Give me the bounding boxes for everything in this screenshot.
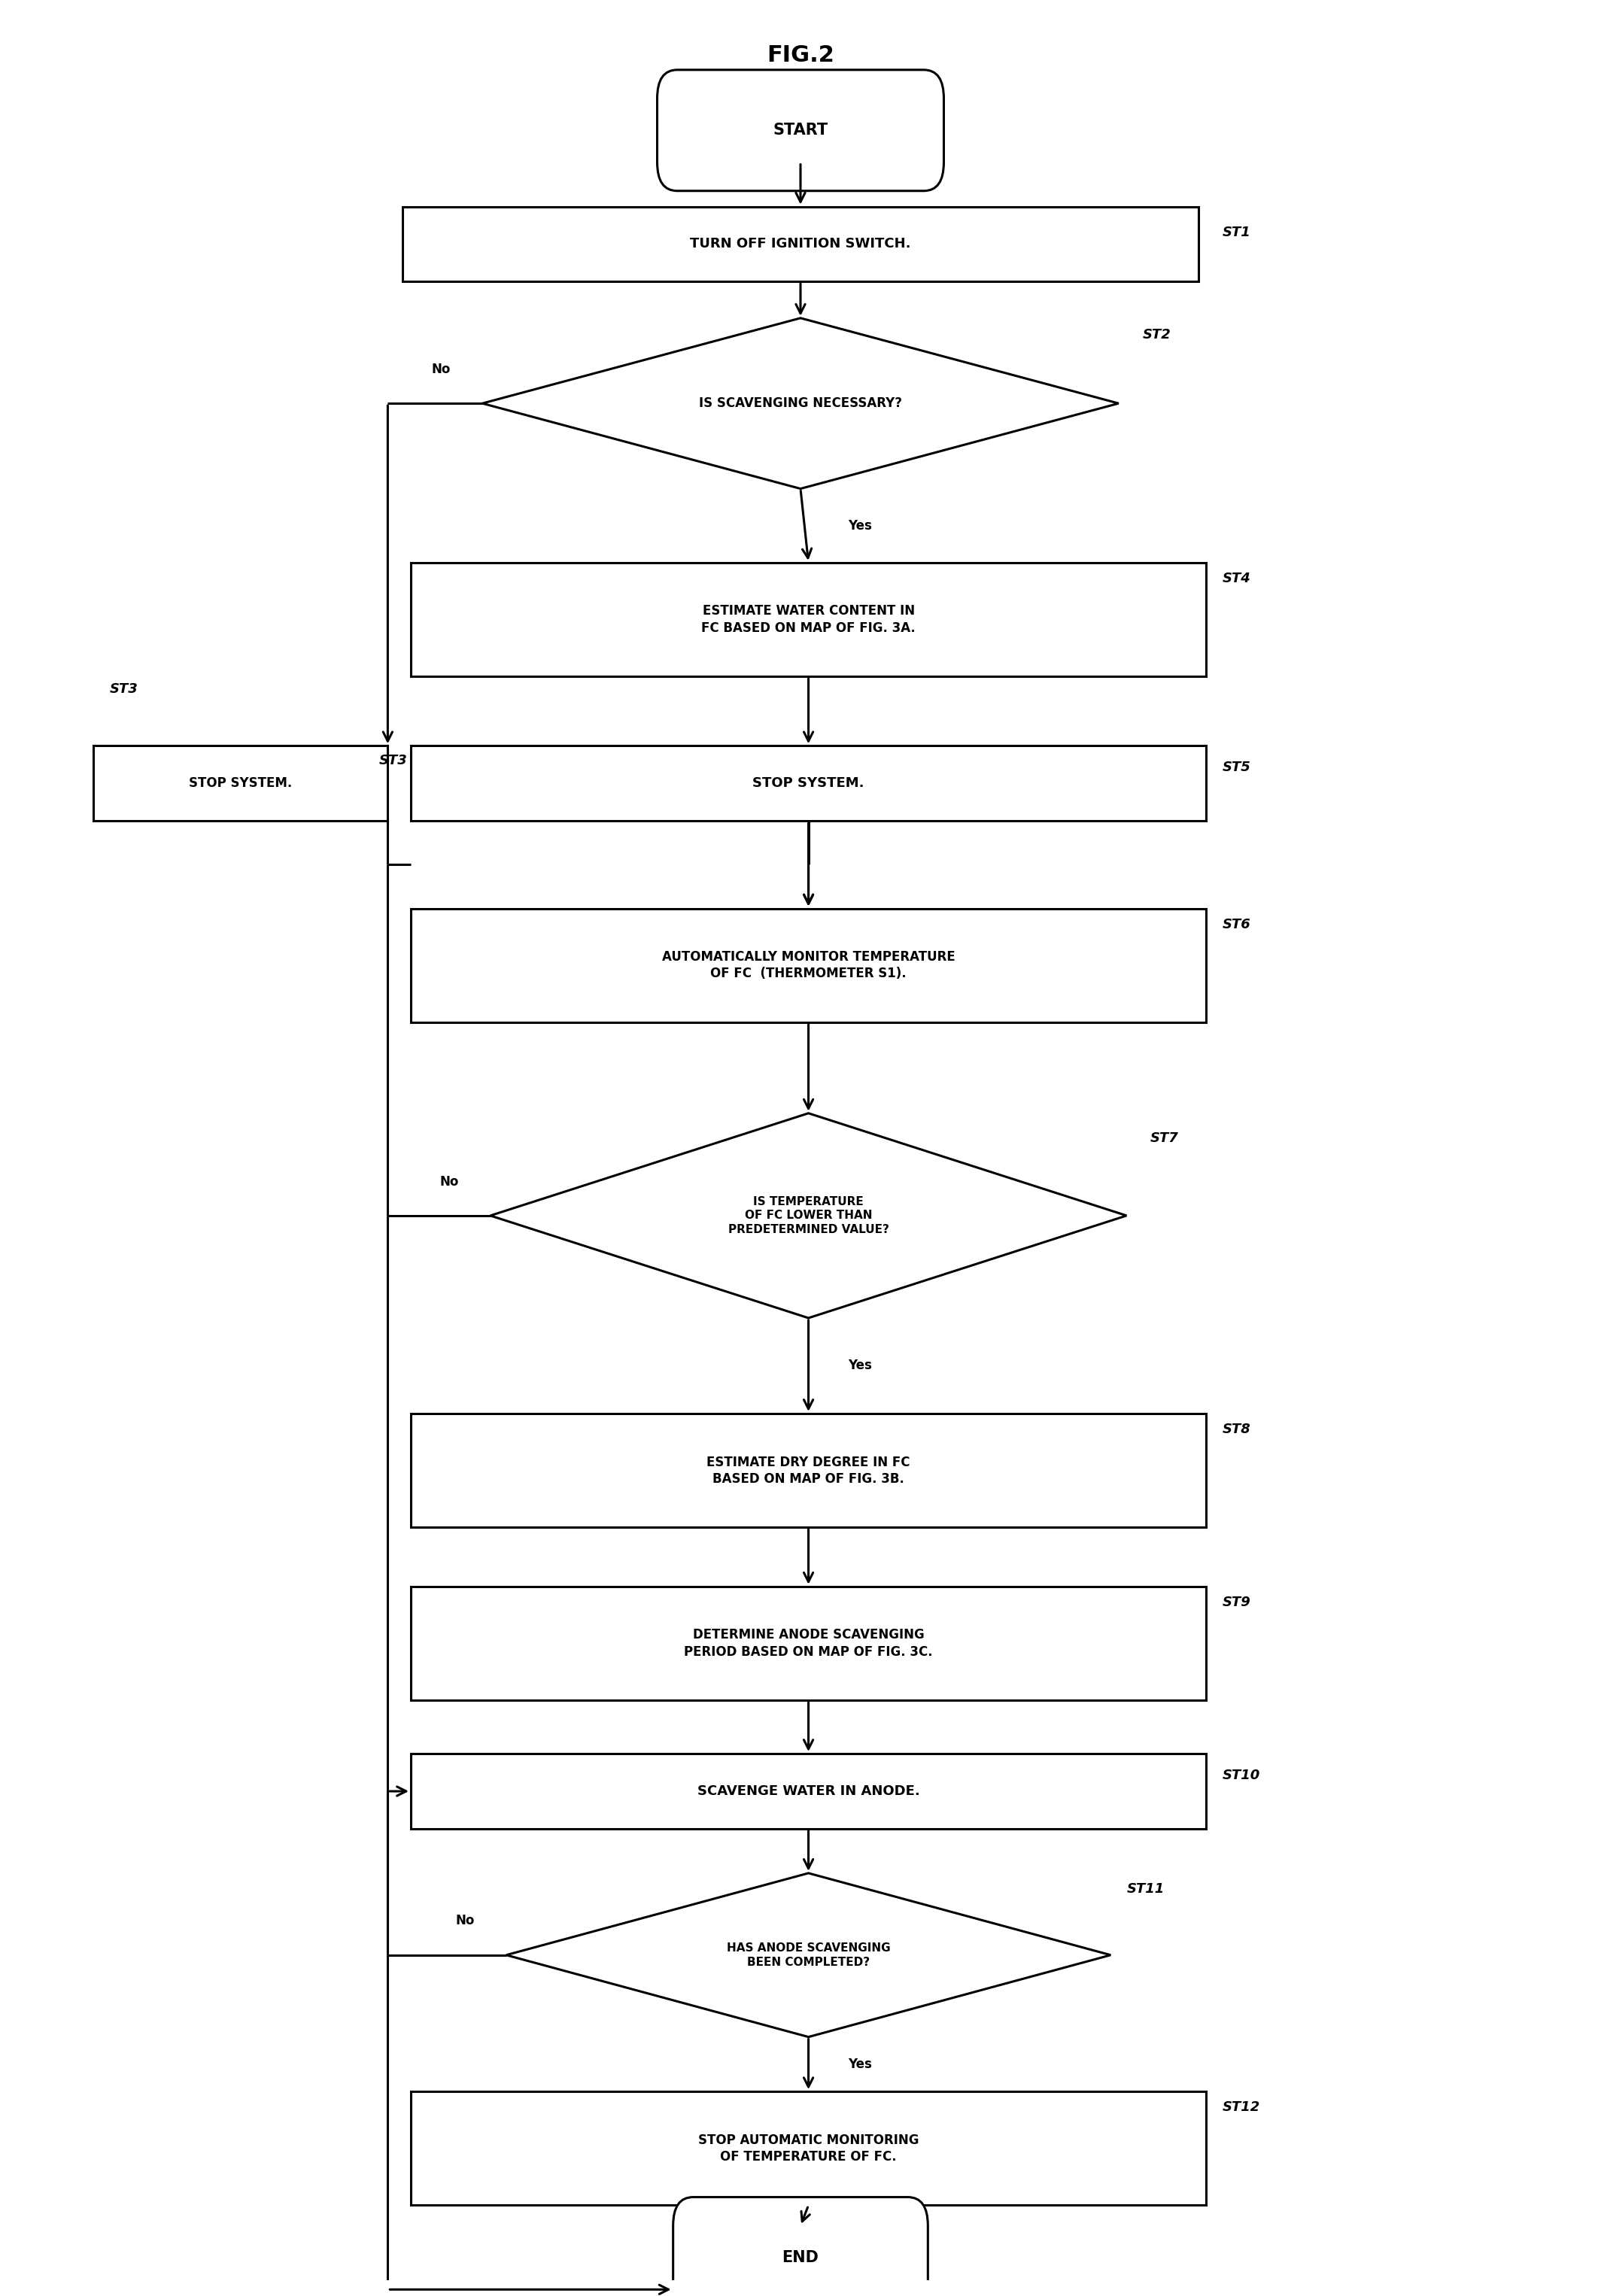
Text: AUTOMATICALLY MONITOR TEMPERATURE
OF FC  (THERMOMETER S1).: AUTOMATICALLY MONITOR TEMPERATURE OF FC …: [661, 951, 956, 980]
FancyBboxPatch shape: [411, 746, 1206, 822]
FancyBboxPatch shape: [411, 563, 1206, 677]
Text: ST3: ST3: [379, 753, 407, 767]
FancyBboxPatch shape: [411, 1414, 1206, 1527]
Text: ST8: ST8: [1222, 1424, 1250, 1437]
Text: ST3: ST3: [109, 682, 138, 696]
Text: END: END: [783, 2250, 818, 2266]
Text: HAS ANODE SCAVENGING
BEEN COMPLETED?: HAS ANODE SCAVENGING BEEN COMPLETED?: [727, 1942, 890, 1968]
Text: ST9: ST9: [1222, 1596, 1250, 1609]
Text: ST7: ST7: [1151, 1132, 1178, 1146]
Text: ESTIMATE DRY DEGREE IN FC
BASED ON MAP OF FIG. 3B.: ESTIMATE DRY DEGREE IN FC BASED ON MAP O…: [706, 1456, 911, 1486]
Text: START: START: [773, 122, 828, 138]
Text: ST4: ST4: [1222, 572, 1250, 585]
Text: STOP SYSTEM.: STOP SYSTEM.: [752, 776, 865, 790]
Text: ST11: ST11: [1127, 1883, 1164, 1896]
Text: TURN OFF IGNITION SWITCH.: TURN OFF IGNITION SWITCH.: [690, 236, 911, 250]
FancyBboxPatch shape: [411, 1587, 1206, 1701]
Text: ST1: ST1: [1222, 225, 1250, 239]
Text: No: No: [439, 1176, 458, 1189]
Text: FIG.2: FIG.2: [767, 44, 834, 67]
Text: Yes: Yes: [849, 519, 873, 533]
Text: Yes: Yes: [849, 2057, 873, 2071]
Text: STOP AUTOMATIC MONITORING
OF TEMPERATURE OF FC.: STOP AUTOMATIC MONITORING OF TEMPERATURE…: [698, 2133, 919, 2163]
Text: ESTIMATE WATER CONTENT IN
FC BASED ON MAP OF FIG. 3A.: ESTIMATE WATER CONTENT IN FC BASED ON MA…: [701, 604, 916, 634]
Text: ST10: ST10: [1222, 1768, 1260, 1782]
Polygon shape: [506, 1874, 1111, 2037]
Text: STOP SYSTEM.: STOP SYSTEM.: [189, 776, 293, 790]
Text: IS SCAVENGING NECESSARY?: IS SCAVENGING NECESSARY?: [700, 397, 901, 411]
FancyBboxPatch shape: [411, 1754, 1206, 1830]
Text: ST6: ST6: [1222, 918, 1250, 932]
Text: ST2: ST2: [1143, 328, 1170, 342]
FancyBboxPatch shape: [403, 207, 1198, 282]
Text: SCAVENGE WATER IN ANODE.: SCAVENGE WATER IN ANODE.: [696, 1784, 919, 1798]
Text: Yes: Yes: [849, 1359, 873, 1373]
Text: ST5: ST5: [1222, 760, 1250, 774]
Text: DETERMINE ANODE SCAVENGING
PERIOD BASED ON MAP OF FIG. 3C.: DETERMINE ANODE SCAVENGING PERIOD BASED …: [684, 1628, 933, 1658]
FancyBboxPatch shape: [93, 746, 387, 822]
Text: No: No: [455, 1915, 474, 1929]
Text: No: No: [432, 363, 450, 377]
FancyBboxPatch shape: [672, 2197, 929, 2296]
FancyBboxPatch shape: [411, 2092, 1206, 2206]
FancyBboxPatch shape: [411, 909, 1206, 1022]
FancyBboxPatch shape: [656, 69, 945, 191]
Polygon shape: [490, 1114, 1127, 1318]
Text: ST12: ST12: [1222, 2101, 1260, 2115]
Text: IS TEMPERATURE
OF FC LOWER THAN
PREDETERMINED VALUE?: IS TEMPERATURE OF FC LOWER THAN PREDETER…: [728, 1196, 889, 1235]
Polygon shape: [482, 319, 1119, 489]
